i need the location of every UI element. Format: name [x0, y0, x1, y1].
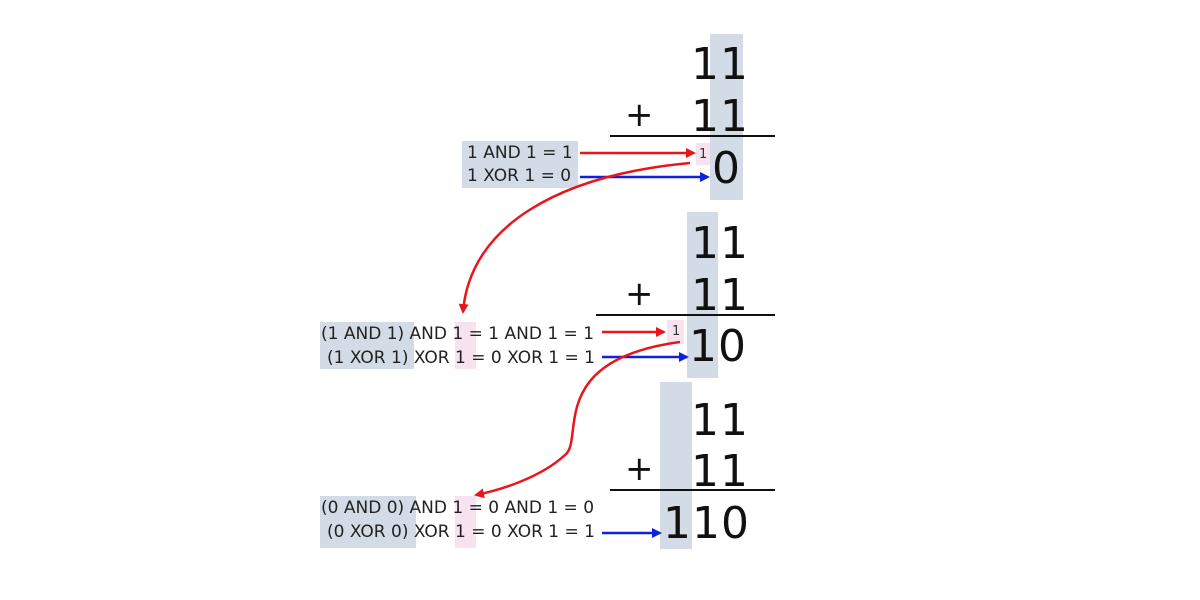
- step3-xor-prefix: (0 XOR 0): [327, 522, 409, 542]
- step3-xor-operator: XOR: [408, 522, 456, 542]
- step2-and-prefix: (1 AND 1): [321, 324, 405, 344]
- step1-carry-highlight: [696, 143, 710, 165]
- step2-label-highlight: [320, 322, 414, 369]
- step2-xor-operator: XOR: [408, 348, 456, 368]
- step3-bottom-operand: 11: [691, 446, 749, 497]
- step3-column-highlight: [660, 382, 692, 549]
- step3-and-operator: AND: [404, 498, 453, 518]
- step3-result: 110: [663, 498, 750, 549]
- step1-column-highlight: [710, 34, 743, 200]
- step3-xor-label: (0 XOR 0) XOR 1 = 0 XOR 1 = 1: [327, 524, 595, 541]
- step2-and-operator: AND: [404, 324, 453, 344]
- step3-plus-sign: +: [625, 449, 654, 489]
- step1-result: 0: [712, 143, 741, 194]
- step1-bottom-operand: 11: [691, 91, 749, 142]
- step2-bottom-operand: 11: [691, 270, 749, 321]
- step3-bit-highlight: [455, 496, 476, 548]
- step3-and-prefix: (0 AND 0): [321, 498, 405, 518]
- step3-xor-carry-bit: 1: [455, 522, 466, 542]
- step2-and-result: = 1 AND 1 = 1: [463, 324, 595, 344]
- step2-result: 10: [689, 321, 747, 372]
- step2-xor-result: = 0 XOR 1 = 1: [465, 348, 595, 368]
- step2-xor-carry-bit: 1: [455, 348, 466, 368]
- step1-carry-arrow: [458, 161, 691, 314]
- step2-carry-highlight: [667, 320, 684, 344]
- step2-carry-arrow: [474, 340, 681, 499]
- step3-label-highlight: [320, 496, 416, 548]
- step1-top-operand: 11: [691, 39, 749, 90]
- step2-column-highlight: [687, 212, 718, 378]
- step3-and-carry-bit: 1: [452, 498, 464, 518]
- step2-and-carry-bit: 1: [452, 324, 464, 344]
- step2-top-operand: 11: [691, 218, 749, 269]
- step3-xor-result: = 0 XOR 1 = 1: [465, 522, 595, 542]
- step2-plus-sign: +: [625, 274, 654, 314]
- step2-carry-bit: 1: [672, 324, 681, 339]
- step3-and-label: (0 AND 0) AND 1 = 0 AND 1 = 0: [321, 500, 594, 517]
- step1-xor-label: 1 XOR 1 = 0: [467, 166, 572, 186]
- step3-top-operand: 11: [691, 395, 749, 446]
- step2-bit-highlight: [455, 322, 476, 369]
- step3-and-result: = 0 AND 1 = 0: [463, 498, 595, 518]
- step3-sum-line: [610, 489, 775, 491]
- step2-sum-line: [596, 314, 775, 316]
- step1-carry-bit: 1: [699, 147, 708, 162]
- step1-label-highlight: [462, 141, 578, 188]
- step1-and-label: 1 AND 1 = 1: [467, 143, 573, 163]
- step1-plus-sign: +: [625, 95, 654, 135]
- step1-sum-line: [610, 135, 775, 137]
- step2-xor-prefix: (1 XOR 1): [327, 348, 409, 368]
- step2-and-label: (1 AND 1) AND 1 = 1 AND 1 = 1: [321, 326, 594, 343]
- step2-xor-label: (1 XOR 1) XOR 1 = 0 XOR 1 = 1: [327, 350, 595, 367]
